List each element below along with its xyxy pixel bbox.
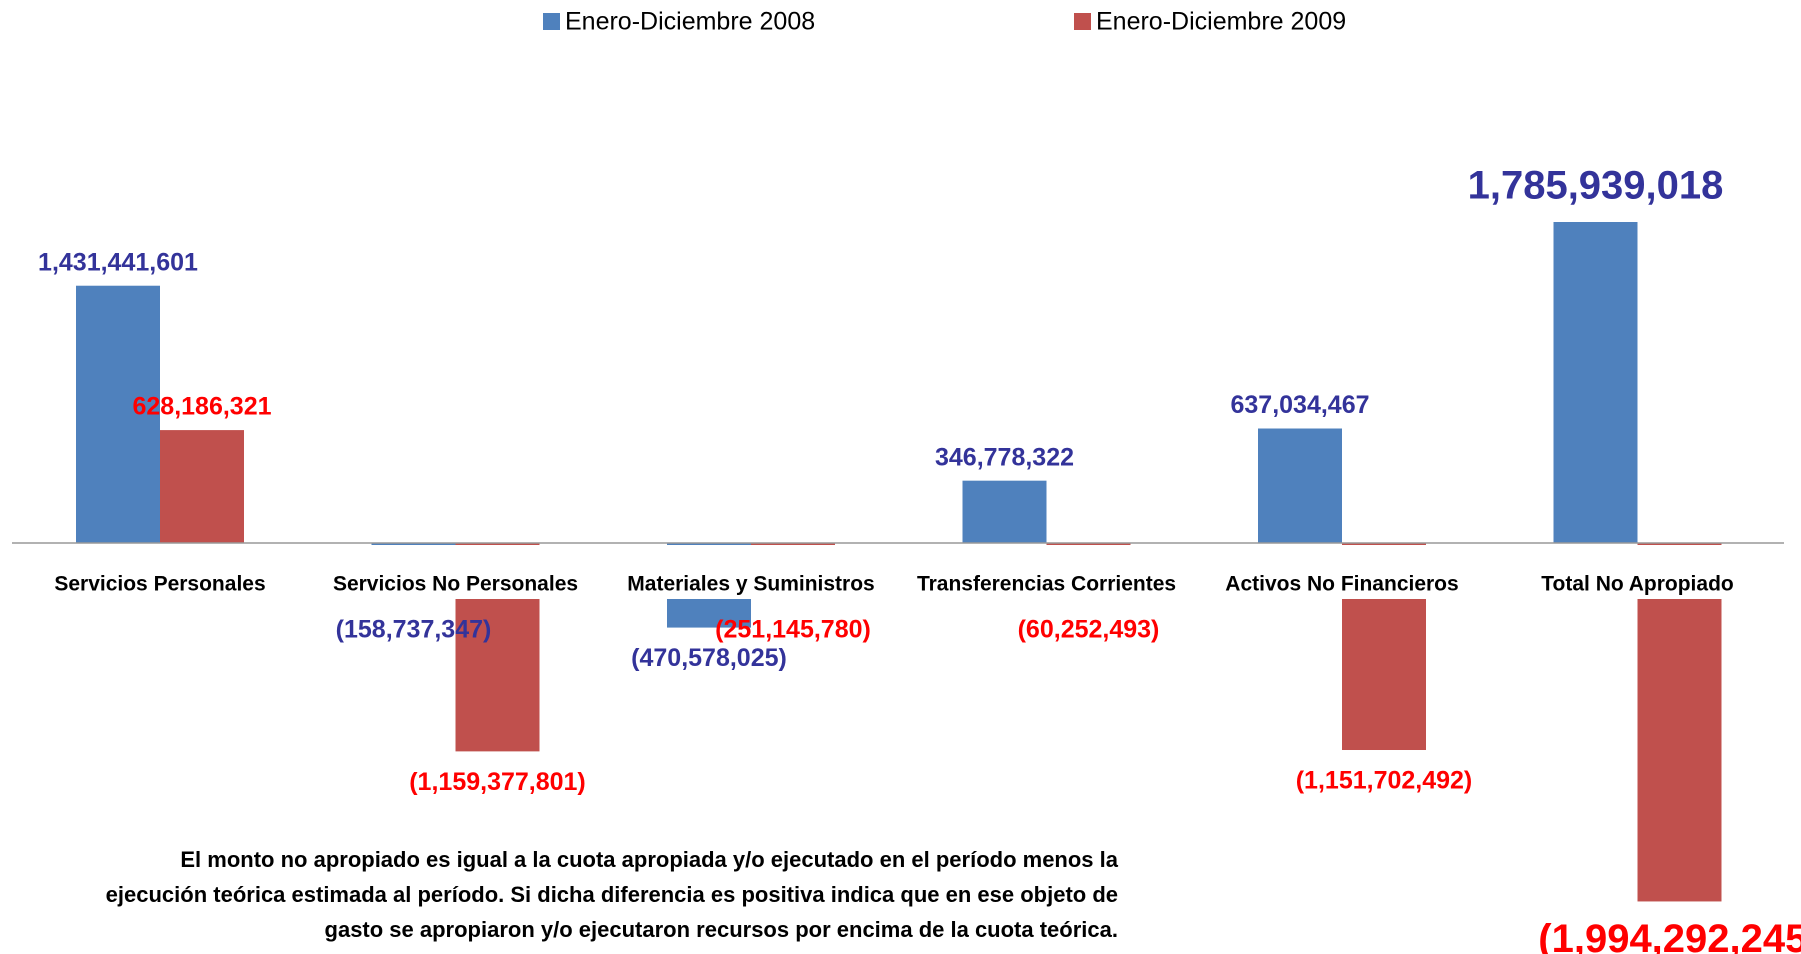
note: ejecución teórica estimada al período. S… — [106, 882, 1118, 907]
x-tick-label: Transferencias Corrientes — [917, 573, 1176, 596]
value-label: 1,785,939,018 — [1468, 164, 1724, 208]
label-backdrop — [1497, 545, 1778, 599]
value-label: (1,994,292,245) — [1538, 917, 1801, 954]
value-label: (1,159,377,801) — [409, 768, 586, 796]
legend-swatch — [543, 13, 560, 30]
legend-swatch — [1074, 13, 1091, 30]
bar — [76, 285, 160, 543]
value-label: 1,431,441,601 — [38, 248, 198, 276]
bar — [1637, 543, 1722, 902]
x-tick-label: Activos No Financieros — [1225, 573, 1458, 596]
value-label: (158,737,347) — [336, 616, 492, 644]
bar — [1553, 222, 1638, 543]
label-backdrop — [906, 545, 1187, 599]
value-label: 346,778,322 — [935, 443, 1074, 471]
value-label: (251,145,780) — [715, 616, 871, 644]
x-tick-label: Total No Apropiado — [1541, 573, 1733, 596]
x-tick-label: Materiales y Suministros — [627, 573, 874, 596]
bar — [962, 480, 1047, 543]
note: El monto no apropiado es igual a la cuot… — [180, 847, 1118, 872]
value-label: (470,578,025) — [631, 644, 787, 672]
value-label: (60,252,493) — [1018, 616, 1160, 644]
label-backdrop — [611, 545, 891, 599]
legend-label: Enero-Diciembre 2008 — [565, 8, 815, 36]
bar — [1258, 428, 1342, 543]
label-backdrop — [315, 545, 596, 599]
label-backdrop — [20, 545, 300, 599]
note: gasto se apropiaron y/o ejecutaron recur… — [325, 917, 1118, 942]
x-tick-label: Servicios No Personales — [333, 573, 578, 596]
x-tick-label: Servicios Personales — [54, 573, 265, 596]
legend-label: Enero-Diciembre 2009 — [1096, 8, 1346, 36]
value-label: 637,034,467 — [1230, 391, 1369, 419]
value-label: 628,186,321 — [132, 393, 271, 421]
label-backdrop — [1202, 545, 1482, 599]
value-label: (1,151,702,492) — [1296, 767, 1473, 795]
bar — [160, 430, 244, 543]
